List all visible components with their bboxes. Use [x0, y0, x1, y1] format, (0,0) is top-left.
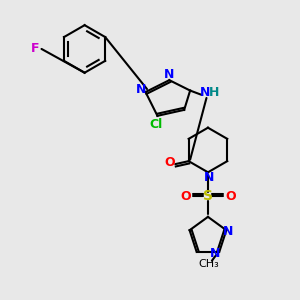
Text: H: H — [209, 86, 219, 99]
Text: N: N — [136, 83, 146, 96]
Text: N: N — [200, 86, 210, 99]
Text: N: N — [223, 225, 233, 238]
Text: CH₃: CH₃ — [199, 259, 219, 269]
Text: Cl: Cl — [149, 118, 163, 130]
Text: O: O — [225, 190, 236, 202]
Text: N: N — [204, 171, 214, 184]
Text: N: N — [210, 247, 220, 260]
Text: O: O — [180, 190, 191, 202]
Text: N: N — [164, 68, 175, 81]
Text: O: O — [164, 156, 175, 169]
Text: F: F — [31, 42, 40, 56]
Text: S: S — [203, 189, 213, 203]
